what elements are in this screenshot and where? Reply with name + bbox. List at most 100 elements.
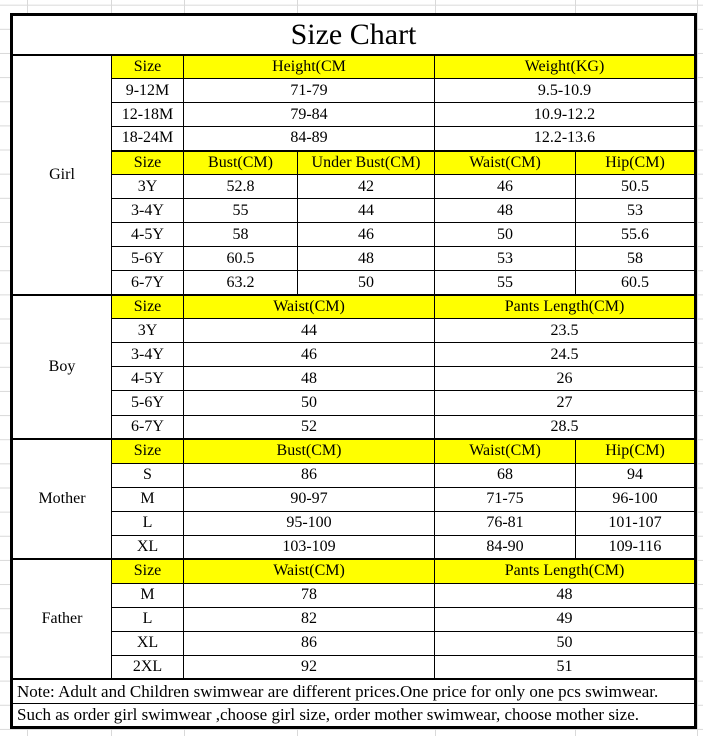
column-header-bust: Bust(CM) [183,149,298,176]
size-cell: 6-7Y [111,270,184,296]
size-cell: 3-4Y [111,198,184,224]
weight-cell: 9.5-10.9 [434,78,696,104]
table-row: 2XL 92 51 [12,654,696,680]
size-cell: 9-12M [111,78,184,104]
waist-cell: 82 [183,606,435,632]
column-header-bust: Bust(CM) [183,438,435,464]
table-row: 3-4Y 55 44 48 53 [12,198,696,224]
weight-cell: 12.2-13.6 [434,126,696,152]
page-title: Size Chart [11,13,696,56]
group-label-mother: Mother [11,438,112,560]
table-row: 6-7Y 63.2 50 55 60.5 [12,270,696,296]
table-row: S 86 68 94 [12,462,696,488]
column-header-size: Size [111,149,184,176]
underbust-cell: 48 [297,246,435,272]
group-label-father: Father [11,558,112,680]
underbust-cell: 50 [297,270,435,296]
table-row: 6-7Y 52 28.5 [12,414,696,440]
waist-cell: 44 [183,318,435,344]
hip-cell: 60.5 [575,270,696,296]
pants-length-cell: 26 [434,366,696,392]
size-cell: 4-5Y [111,366,184,392]
table-row: M 90-97 71-75 96-100 [12,486,696,512]
bust-cell: 63.2 [183,270,298,296]
waist-cell: 48 [183,366,435,392]
waist-cell: 46 [183,342,435,368]
hip-cell: 53 [575,198,696,224]
height-cell: 79-84 [183,102,435,128]
table-row: M 78 48 [12,582,696,608]
table-row: 18-24M 84-89 12.2-13.6 [12,126,696,152]
size-cell: L [111,510,184,536]
bust-cell: 103-109 [183,534,435,560]
waist-cell: 86 [183,630,435,656]
column-header-waist: Waist(CM) [183,293,435,320]
column-header-waist: Waist(CM) [183,558,435,584]
size-cell: L [111,606,184,632]
pants-length-cell: 51 [434,654,696,680]
size-cell: M [111,582,184,608]
column-header-hip: Hip(CM) [575,149,696,176]
note-line-2: Such as order girl swimwear ,choose girl… [11,702,696,729]
column-header-height: Height(CM [183,53,435,80]
size-cell: 4-5Y [111,222,184,248]
size-cell: S [111,462,184,488]
waist-cell: 68 [434,462,576,488]
group-label-boy: Boy [11,293,112,440]
bust-cell: 58 [183,222,298,248]
size-cell: 5-6Y [111,390,184,416]
size-cell: 12-18M [111,102,184,128]
waist-cell: 84-90 [434,534,576,560]
table-row: XL 103-109 84-90 109-116 [12,534,696,560]
bust-cell: 90-97 [183,486,435,512]
weight-cell: 10.9-12.2 [434,102,696,128]
hip-cell: 58 [575,246,696,272]
column-gridline [697,0,698,736]
column-header-weight: Weight(KG) [434,53,696,80]
waist-cell: 71-75 [434,486,576,512]
pants-length-cell: 50 [434,630,696,656]
height-cell: 84-89 [183,126,435,152]
underbust-cell: 42 [297,174,435,200]
waist-cell: 55 [434,270,576,296]
hip-cell: 109-116 [575,534,696,560]
size-cell: XL [111,630,184,656]
size-cell: XL [111,534,184,560]
pants-length-cell: 27 [434,390,696,416]
bust-cell: 86 [183,462,435,488]
size-cell: 3Y [111,174,184,200]
column-header-waist: Waist(CM) [434,149,576,176]
size-chart-table: Size Chart Girl Size Height(CM Weight(KG… [10,13,697,729]
table-row: 5-6Y 60.5 48 53 58 [12,246,696,272]
size-cell: 3Y [111,318,184,344]
waist-cell: 50 [434,222,576,248]
table-row: 4-5Y 48 26 [12,366,696,392]
waist-cell: 78 [183,582,435,608]
table-row: 3-4Y 46 24.5 [12,342,696,368]
column-header-size: Size [111,438,184,464]
pants-length-cell: 28.5 [434,414,696,440]
waist-cell: 52 [183,414,435,440]
table-row: 9-12M 71-79 9.5-10.9 [12,78,696,104]
column-header-size: Size [111,293,184,320]
table-row: 5-6Y 50 27 [12,390,696,416]
column-header-size: Size [111,53,184,80]
table-row: L 82 49 [12,606,696,632]
waist-cell: 48 [434,198,576,224]
column-header-size: Size [111,558,184,584]
column-header-pants-length: Pants Length(CM) [434,558,696,584]
hip-cell: 96-100 [575,486,696,512]
underbust-cell: 44 [297,198,435,224]
waist-cell: 76-81 [434,510,576,536]
bust-cell: 55 [183,198,298,224]
hip-cell: 101-107 [575,510,696,536]
size-cell: 3-4Y [111,342,184,368]
column-header-hip: Hip(CM) [575,438,696,464]
size-cell: 2XL [111,654,184,680]
size-cell: M [111,486,184,512]
waist-cell: 92 [183,654,435,680]
table-row: XL 86 50 [12,630,696,656]
table-row: 3Y 44 23.5 [12,318,696,344]
waist-cell: 46 [434,174,576,200]
